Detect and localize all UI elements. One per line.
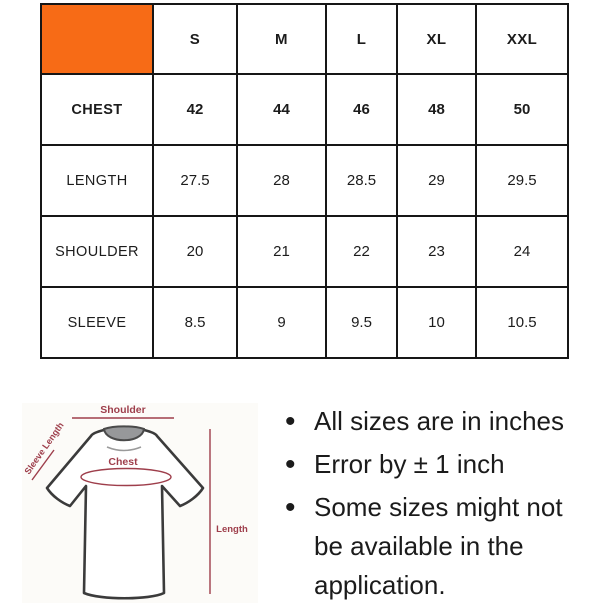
length-label: Length	[216, 524, 248, 535]
note-text: Error by ± 1 inch	[314, 449, 505, 479]
tshirt-collar	[102, 425, 146, 442]
size-chart-table: S M L XL XXL CHEST 42 44 46 48 50 LENGTH…	[40, 3, 569, 359]
cell-length-s: 27.5	[152, 144, 238, 217]
col-header-xl: XL	[396, 3, 477, 75]
note-item-availability: • Some sizes might not be available in t…	[285, 488, 571, 605]
row-label-sleeve: SLEEVE	[40, 286, 154, 359]
chest-measure-ellipse	[80, 467, 172, 487]
bullet-icon: •	[285, 491, 296, 524]
col-header-s: S	[152, 3, 238, 75]
bullet-icon: •	[285, 405, 296, 438]
cell-sleeve-s: 8.5	[152, 286, 238, 359]
cell-shoulder-xxl: 24	[475, 215, 569, 288]
size-notes-list: • All sizes are in inches • Error by ± 1…	[285, 400, 571, 609]
cell-chest-xxl: 50	[475, 73, 569, 146]
cell-shoulder-s: 20	[152, 215, 238, 288]
note-item-error: • Error by ± 1 inch	[285, 445, 571, 484]
bullet-icon: •	[285, 448, 296, 481]
cell-chest-xl: 48	[396, 73, 477, 146]
collar-seam-line	[106, 446, 142, 452]
cell-shoulder-xl: 23	[396, 215, 477, 288]
table-header-row: S M L XL XXL	[40, 3, 569, 75]
row-label-shoulder: SHOULDER	[40, 215, 154, 288]
cell-chest-s: 42	[152, 73, 238, 146]
cell-length-xxl: 29.5	[475, 144, 569, 217]
cell-sleeve-xxl: 10.5	[475, 286, 569, 359]
cell-chest-m: 44	[236, 73, 327, 146]
note-item-inches: • All sizes are in inches	[285, 402, 571, 441]
col-header-l: L	[325, 3, 398, 75]
row-label-length: LENGTH	[40, 144, 154, 217]
row-label-chest: CHEST	[40, 73, 154, 146]
table-row-length: LENGTH 27.5 28 28.5 29 29.5	[40, 144, 569, 217]
orange-corner-cell	[40, 3, 154, 75]
cell-chest-l: 46	[325, 73, 398, 146]
table-row-shoulder: SHOULDER 20 21 22 23 24	[40, 215, 569, 288]
table-row-chest: CHEST 42 44 46 48 50	[40, 73, 569, 146]
cell-shoulder-m: 21	[236, 215, 327, 288]
chest-label: Chest	[108, 456, 138, 468]
table-row-sleeve: SLEEVE 8.5 9 9.5 10 10.5	[40, 286, 569, 359]
cell-length-l: 28.5	[325, 144, 398, 217]
sleeve-length-measure-line	[31, 449, 55, 481]
cell-length-m: 28	[236, 144, 327, 217]
col-header-xxl: XXL	[475, 3, 569, 75]
shoulder-label: Shoulder	[100, 404, 146, 416]
note-text: Some sizes might not be available in the…	[314, 492, 563, 600]
col-header-m: M	[236, 3, 327, 75]
cell-sleeve-xl: 10	[396, 286, 477, 359]
cell-shoulder-l: 22	[325, 215, 398, 288]
cell-sleeve-l: 9.5	[325, 286, 398, 359]
cell-length-xl: 29	[396, 144, 477, 217]
note-text: All sizes are in inches	[314, 406, 564, 436]
cell-sleeve-m: 9	[236, 286, 327, 359]
tshirt-diagram-svg: Shoulder Sleeve Length Chest Length	[22, 403, 258, 603]
tshirt-measurement-diagram: Shoulder Sleeve Length Chest Length	[22, 403, 258, 603]
tshirt-outline	[45, 426, 205, 600]
bottom-section: Shoulder Sleeve Length Chest Length • Al…	[0, 400, 600, 603]
